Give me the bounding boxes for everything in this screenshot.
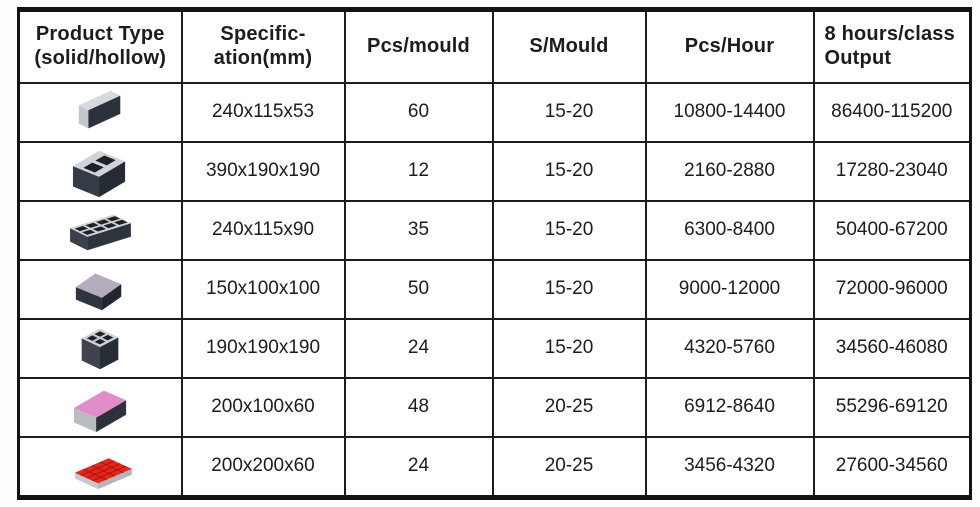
header-line: S/Mould [529,35,609,58]
pcs-mould-cell: 12 [343,140,494,202]
pcs-hour-cell: 6300-8400 [644,199,815,261]
s-mould-cell: 15-20 [491,199,647,261]
header-row: Product Type (solid/hollow) Specific-ation… [17,8,972,84]
s-mould-cell: 20-25 [491,435,647,499]
s-mould-cell: 15-20 [491,258,647,320]
spec-cell: 240x115x53 [180,82,346,143]
product-icon-cell [17,82,183,143]
table-row: 240x115x90 35 15-20 6300-8400 50400-67200 [17,199,972,261]
header-line: Product Type [35,23,165,46]
column-header-s_mould: S/Mould [491,8,647,84]
hollow-block-2-hole-icon [21,144,180,199]
header-line: 8 hours/class [824,23,955,46]
spec-cell: 190x190x190 [180,317,346,379]
product-capacity-table: Product Type (solid/hollow) Specific-ation… [17,7,972,500]
pcs-hour-cell: 9000-12000 [644,258,815,320]
pcs-hour-cell: 10800-14400 [644,82,815,143]
output-cell: 72000-96000 [812,258,972,320]
header-line: Output [824,47,892,69]
header-line: ation(mm) [213,47,313,69]
spec-cell: 200x100x60 [180,376,346,438]
spec-cell: 150x100x100 [180,258,346,320]
output-cell: 34560-46080 [812,317,972,379]
s-mould-cell: 15-20 [491,140,647,202]
output-cell: 50400-67200 [812,199,972,261]
pink-brick-icon [21,380,180,435]
table-row: 240x115x53 60 15-20 10800-14400 86400-115200 [17,82,972,143]
spec-cell: 200x200x60 [180,435,346,499]
product-icon-cell [17,317,183,379]
column-header-pcs_hour: Pcs/Hour [644,8,815,84]
product-icon-cell [17,376,183,438]
header-line: Pcs/mould [367,35,470,58]
s-mould-cell: 15-20 [491,317,647,379]
column-header-pcs_mould: Pcs/mould [343,8,494,84]
output-cell: 27600-34560 [812,435,972,499]
solid-block-icon [21,262,180,317]
product-icon-cell [17,435,183,499]
table-row: 190x190x190 24 15-20 4320-5760 34560-46080 [17,317,972,379]
header-line: Specific- [220,23,306,46]
column-header-product: Product Type (solid/hollow) [17,8,183,84]
pcs-mould-cell: 24 [343,435,494,499]
pcs-hour-cell: 3456-4320 [644,435,815,499]
perforated-block-8-hole-icon [21,203,180,258]
pcs-mould-cell: 24 [343,317,494,379]
table-body: 240x115x53 60 15-20 10800-14400 86400-115200… [17,82,972,499]
table-row: 390x190x190 12 15-20 2160-2880 17280-23040 [17,140,972,202]
spec-cell: 390x190x190 [180,140,346,202]
output-cell: 86400-115200 [812,82,972,143]
cube-block-4-hole-icon [21,321,180,376]
output-cell: 55296-69120 [812,376,972,438]
pcs-hour-cell: 2160-2880 [644,140,815,202]
table-header: Product Type (solid/hollow) Specific-ation… [17,8,972,84]
pcs-mould-cell: 50 [343,258,494,320]
column-header-output: 8 hours/class Output [812,8,972,84]
s-mould-cell: 20-25 [491,376,647,438]
output-cell: 17280-23040 [812,140,972,202]
product-icon-cell [17,140,183,202]
solid-brick-icon [21,85,180,140]
table-row: 200x100x60 48 20-25 6912-8640 55296-69120 [17,376,972,438]
spec-cell: 240x115x90 [180,199,346,261]
header-line: (solid/hollow) [34,47,167,69]
product-icon-cell [17,258,183,320]
pcs-mould-cell: 60 [343,82,494,143]
column-header-spec: Specific-ation(mm) [180,8,346,84]
product-icon-cell [17,199,183,261]
pcs-mould-cell: 35 [343,199,494,261]
pcs-hour-cell: 4320-5760 [644,317,815,379]
header-line: Pcs/Hour [684,35,775,58]
table-row: 200x200x60 24 20-25 3456-4320 27600-34560 [17,435,972,499]
pcs-mould-cell: 48 [343,376,494,438]
pcs-hour-cell: 6912-8640 [644,376,815,438]
red-paver-icon [21,439,180,495]
s-mould-cell: 15-20 [491,82,647,143]
table-row: 150x100x100 50 15-20 9000-12000 72000-96000 [17,258,972,320]
